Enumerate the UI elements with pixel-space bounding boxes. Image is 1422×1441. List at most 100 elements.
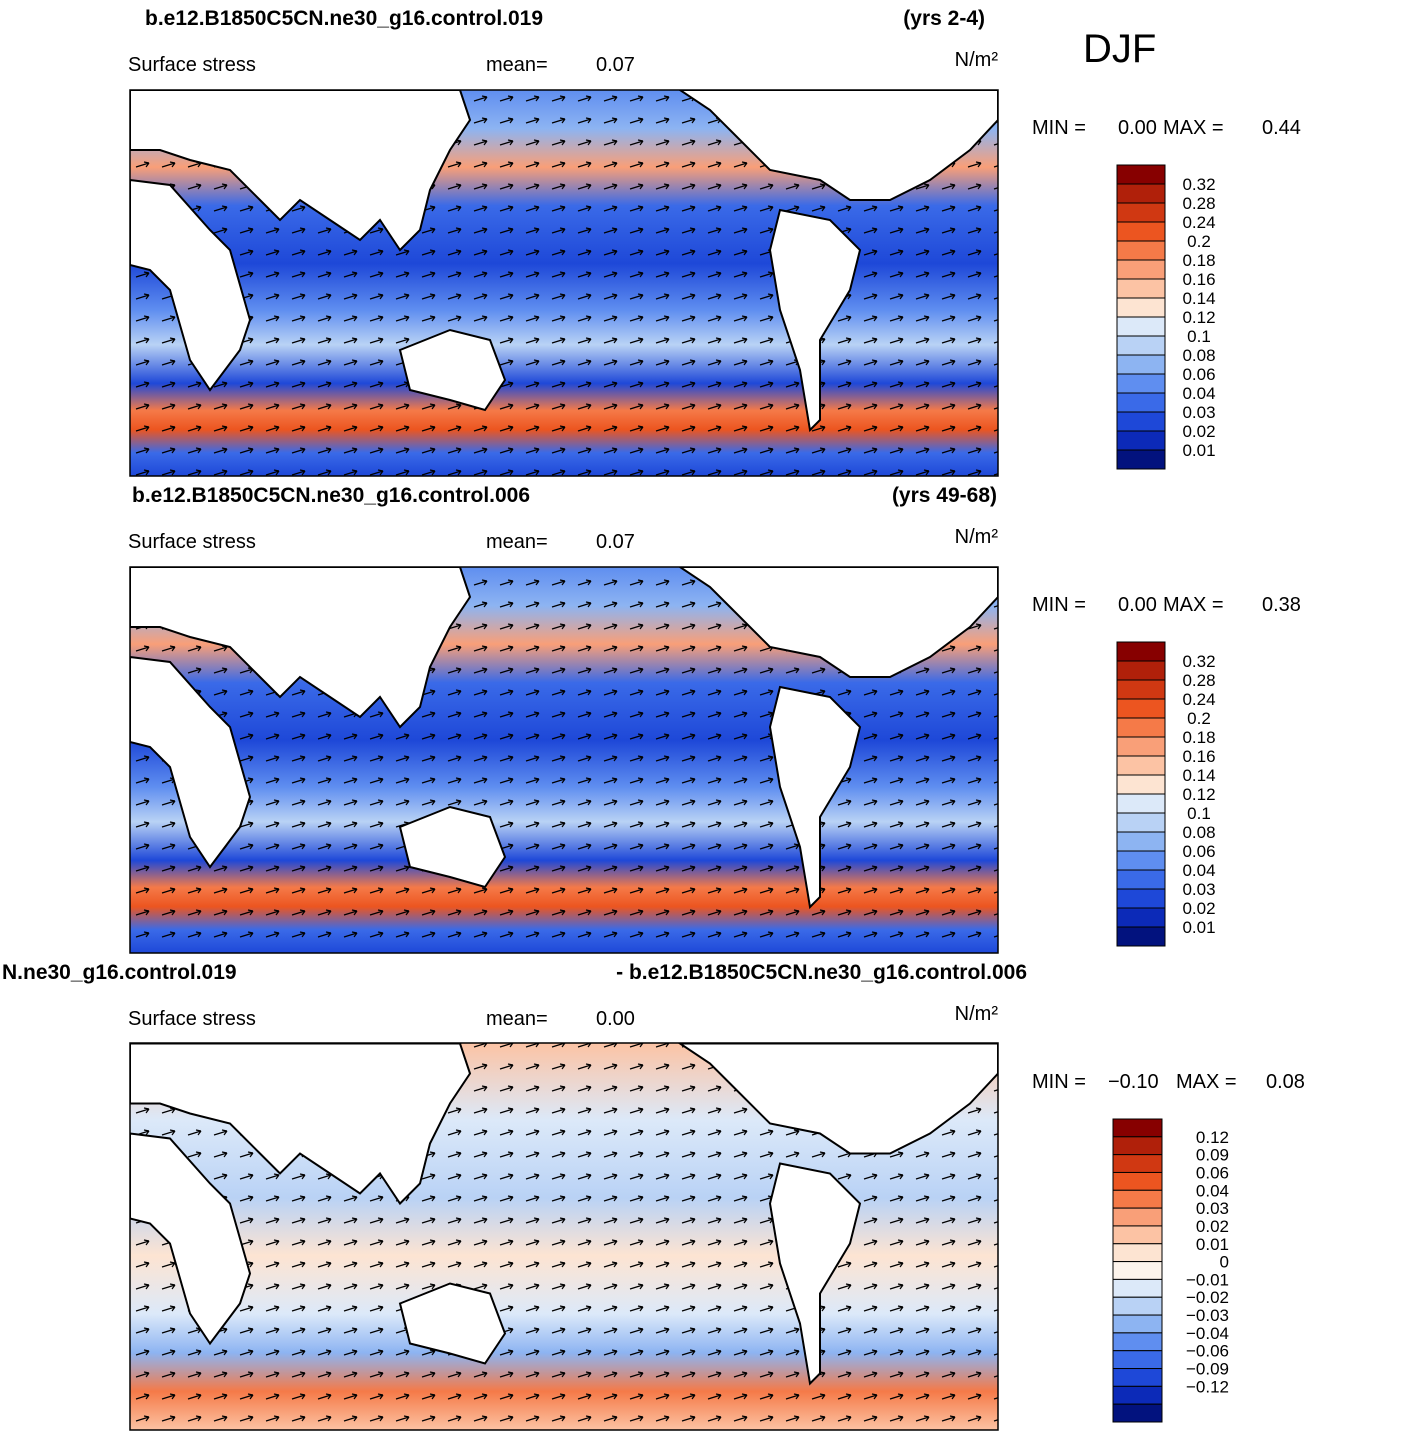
colorbar-label: −0.06 [1186, 1342, 1229, 1361]
colorbar-label: 0.06 [1182, 365, 1215, 384]
colorbar-swatch [1112, 1189, 1163, 1209]
colorbar-swatch [1112, 1332, 1163, 1352]
colorbar-swatch [1116, 755, 1166, 776]
colorbar-label: 0.12 [1182, 308, 1215, 327]
colorbar-swatch [1116, 164, 1166, 185]
mean-label: mean= [486, 1008, 548, 1030]
units: N/m² [955, 1003, 999, 1025]
colorbar-swatch [1116, 660, 1166, 681]
colorbar-label: 0.02 [1182, 899, 1215, 918]
mean-label: mean= [486, 531, 548, 553]
mean-value: 0.07 [596, 54, 635, 76]
colorbar-label: −0.02 [1186, 1288, 1229, 1307]
colorbar-swatch [1116, 183, 1166, 204]
variable-name: Surface stress [128, 1008, 256, 1030]
colorbar-label: 0.08 [1182, 823, 1215, 842]
colorbar-label: 0.16 [1182, 747, 1215, 766]
colorbar-label: 0.24 [1182, 213, 1215, 232]
colorbar-label: 0.01 [1196, 1235, 1229, 1254]
colorbar-label: 0.24 [1182, 690, 1215, 709]
colorbar-label: 0.14 [1182, 766, 1215, 785]
colorbar-swatch [1112, 1278, 1163, 1298]
colorbar-swatch [1116, 774, 1166, 795]
min-label: MIN = [1032, 117, 1086, 139]
colorbar-swatch [1116, 698, 1166, 719]
colorbar-swatch [1112, 1261, 1163, 1280]
colorbar-swatch [1116, 278, 1166, 299]
min-value: 0.00 [1118, 117, 1157, 139]
colorbar-swatch [1116, 907, 1166, 928]
variable-name: Surface stress [128, 531, 256, 553]
map-panel [129, 566, 999, 954]
colorbar-swatch [1116, 449, 1166, 470]
mean-label: mean= [486, 54, 548, 76]
map-panel [129, 89, 999, 477]
years-label: (yrs 2-4) [903, 7, 985, 30]
colorbar-label: 0.03 [1182, 403, 1215, 422]
colorbar-label: 0.18 [1182, 251, 1215, 270]
colorbar-label: 0.28 [1182, 194, 1215, 213]
colorbar-label: 0.01 [1182, 441, 1215, 460]
colorbar-swatch [1116, 411, 1166, 432]
mean-value: 0.07 [596, 531, 635, 553]
colorbar-swatch [1116, 392, 1166, 413]
season-title: DJF [1083, 27, 1156, 71]
colorbar-label: 0.09 [1196, 1146, 1229, 1165]
colorbar-swatch [1116, 373, 1166, 394]
colorbar-swatch [1116, 888, 1166, 909]
colorbar-swatch [1112, 1207, 1163, 1227]
colorbar-label: 0.08 [1182, 346, 1215, 365]
colorbar-label: 0.02 [1182, 422, 1215, 441]
colorbar-swatch [1116, 221, 1166, 242]
min-label: MIN = [1032, 1071, 1086, 1093]
colorbar-swatch [1112, 1403, 1163, 1423]
colorbar-label: −0.01 [1186, 1270, 1229, 1289]
colorbar-swatch [1112, 1368, 1163, 1387]
colorbar-label: −0.12 [1186, 1377, 1229, 1396]
colorbar-label: 0.06 [1196, 1163, 1229, 1182]
colorbar-swatch [1116, 316, 1166, 337]
units: N/m² [955, 49, 999, 71]
map-panel [129, 1042, 999, 1431]
colorbar-swatch [1116, 240, 1166, 261]
colorbar-label: −0.09 [1186, 1360, 1229, 1379]
colorbar-label: 0 [1220, 1253, 1229, 1272]
colorbar-swatch [1112, 1296, 1163, 1316]
colorbar-label: 0.1 [1187, 804, 1211, 823]
colorbar-label: 0.18 [1182, 728, 1215, 747]
max-value: 0.38 [1262, 594, 1301, 616]
colorbar-label: −0.03 [1186, 1306, 1229, 1325]
max-value: 0.08 [1266, 1071, 1305, 1093]
min-value: −0.10 [1108, 1071, 1159, 1093]
colorbar-label: 0.03 [1182, 880, 1215, 899]
colorbar-swatch [1112, 1350, 1163, 1370]
min-label: MIN = [1032, 594, 1086, 616]
colorbar-label: 0.06 [1182, 842, 1215, 861]
colorbar-swatch [1112, 1314, 1163, 1334]
colorbar-label: 0.1 [1187, 327, 1211, 346]
case-title: b.e12.B1850C5CN.ne30_g16.control.019 [145, 7, 543, 30]
case-title: b.e12.B1850C5CN.ne30_g16.control.006 [132, 484, 530, 507]
colorbar-swatch [1116, 831, 1166, 852]
colorbar-swatch [1116, 641, 1166, 662]
max-label: MAX = [1176, 1071, 1237, 1093]
colorbar-label: 0.32 [1182, 652, 1215, 671]
colorbar-swatch [1116, 679, 1166, 700]
colorbar-swatch [1116, 736, 1166, 757]
colorbar-swatch [1116, 354, 1166, 375]
colorbar-label: 0.04 [1182, 384, 1215, 403]
mean-value: 0.00 [596, 1008, 635, 1030]
colorbar-swatch [1112, 1118, 1163, 1138]
colorbar-label: 0.01 [1182, 918, 1215, 937]
colorbar-label: 0.12 [1182, 785, 1215, 804]
colorbar-swatch [1116, 202, 1166, 223]
max-label: MAX = [1163, 117, 1224, 139]
colorbar-label: 0.04 [1196, 1181, 1229, 1200]
max-label: MAX = [1163, 594, 1224, 616]
colorbar-swatch [1112, 1171, 1163, 1191]
colorbar-label: 0.04 [1182, 861, 1215, 880]
colorbar-swatch [1112, 1225, 1163, 1245]
colorbar-swatch [1112, 1385, 1163, 1405]
colorbar-swatch [1116, 297, 1166, 318]
